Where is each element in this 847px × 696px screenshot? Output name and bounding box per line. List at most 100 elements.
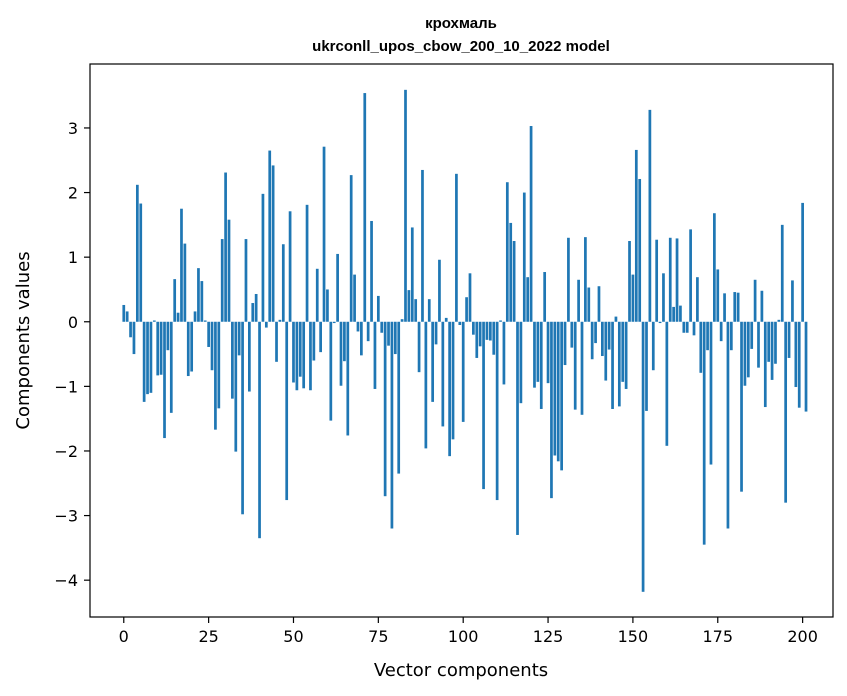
y-tick-label: 0 (68, 313, 78, 332)
bar (485, 321, 489, 340)
bar (210, 321, 214, 371)
bar (397, 321, 401, 474)
bar (570, 321, 574, 348)
bar (159, 321, 163, 375)
bar (264, 321, 268, 328)
bar (281, 244, 285, 322)
bar (339, 321, 343, 386)
bar (309, 321, 312, 391)
bar (234, 321, 238, 452)
bar (502, 321, 506, 385)
bar (784, 321, 788, 503)
x-tick-label: 175 (702, 627, 733, 646)
bar (665, 321, 669, 446)
bar (797, 321, 801, 408)
bar (251, 303, 255, 322)
bar (254, 293, 258, 322)
bar (740, 321, 743, 492)
x-tick-label: 100 (448, 627, 479, 646)
bar (203, 320, 207, 322)
bar (468, 273, 472, 322)
bar (244, 239, 248, 322)
bar (343, 321, 346, 362)
bar (336, 253, 339, 322)
bar (332, 321, 336, 324)
bar (621, 321, 625, 382)
bar (315, 268, 319, 322)
bar (563, 321, 567, 366)
x-tick-label: 200 (787, 627, 818, 646)
bar (166, 321, 170, 351)
bar (163, 321, 166, 439)
bar (322, 146, 326, 322)
bar (587, 287, 591, 322)
bar (220, 239, 224, 322)
bar (271, 165, 275, 322)
bar (417, 321, 421, 373)
bar (125, 311, 129, 322)
bar (176, 312, 180, 322)
bar (366, 321, 370, 342)
chart-title: крохмаль (425, 15, 497, 32)
bar (186, 321, 190, 377)
bar (614, 316, 618, 322)
x-tick-label: 75 (368, 627, 388, 646)
bar (142, 321, 146, 402)
bar (292, 321, 295, 383)
bars (122, 89, 808, 592)
bar (526, 277, 530, 322)
x-tick-label: 150 (618, 627, 649, 646)
bar (767, 321, 771, 362)
bar (685, 321, 689, 333)
bar (434, 321, 438, 345)
bar (791, 280, 794, 322)
bar (651, 321, 655, 371)
y-axis-label: Components values (13, 251, 34, 429)
bar (743, 321, 747, 386)
bar (302, 321, 306, 389)
bar (645, 321, 648, 411)
bar (190, 321, 194, 372)
bar (414, 299, 418, 322)
bar (356, 321, 360, 332)
bar (641, 321, 645, 592)
bar (794, 321, 798, 388)
bar (376, 295, 380, 322)
bar (349, 175, 353, 322)
bar (757, 321, 760, 368)
bar (390, 321, 394, 529)
bar (706, 321, 709, 351)
bar (193, 311, 197, 322)
bar (668, 237, 672, 322)
bar (319, 321, 322, 353)
bar (183, 243, 187, 322)
bar (237, 321, 241, 356)
bar (400, 319, 404, 322)
bar (601, 321, 604, 357)
bar (410, 227, 414, 322)
bar (634, 149, 638, 322)
bar (407, 290, 411, 322)
bar (505, 182, 509, 322)
bar (713, 213, 716, 322)
bar (146, 321, 149, 395)
bar (455, 173, 458, 322)
bar (346, 321, 350, 436)
y-tick-label: −1 (54, 377, 78, 396)
x-tick-label: 0 (119, 627, 129, 646)
bar (135, 184, 139, 322)
bar (696, 277, 699, 322)
bar (492, 321, 496, 355)
bar (679, 305, 682, 322)
bar (475, 321, 479, 358)
bar (560, 321, 563, 471)
y-tick-label: −4 (54, 571, 78, 590)
bar (451, 321, 455, 440)
bar (780, 224, 784, 322)
bar (543, 272, 547, 322)
bar (132, 321, 136, 355)
bar (363, 93, 367, 322)
bar (207, 321, 210, 347)
bar (261, 193, 265, 322)
bar (733, 292, 737, 322)
